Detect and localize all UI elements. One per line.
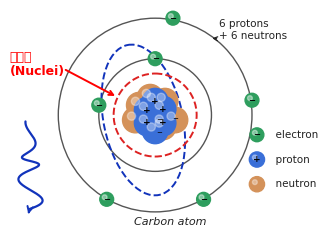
Circle shape bbox=[253, 155, 257, 160]
Circle shape bbox=[249, 177, 265, 192]
Circle shape bbox=[139, 115, 148, 123]
Circle shape bbox=[250, 128, 264, 142]
Text: −: − bbox=[169, 14, 176, 23]
Circle shape bbox=[253, 180, 257, 185]
Text: 원자핵: 원자핵 bbox=[10, 51, 32, 64]
Circle shape bbox=[247, 96, 253, 100]
Circle shape bbox=[142, 118, 168, 144]
Circle shape bbox=[142, 88, 168, 114]
Text: −: − bbox=[156, 130, 162, 136]
Circle shape bbox=[147, 93, 155, 101]
Circle shape bbox=[245, 93, 259, 107]
Text: proton: proton bbox=[269, 155, 310, 164]
Text: −: − bbox=[156, 117, 162, 123]
Text: +: + bbox=[159, 105, 167, 114]
Text: +: + bbox=[143, 106, 151, 115]
Circle shape bbox=[155, 119, 163, 127]
Circle shape bbox=[139, 102, 148, 110]
Circle shape bbox=[123, 107, 148, 133]
Circle shape bbox=[199, 195, 204, 200]
Text: +: + bbox=[151, 97, 159, 106]
Circle shape bbox=[131, 97, 140, 105]
Text: −: − bbox=[200, 195, 207, 204]
Text: −: − bbox=[254, 130, 261, 139]
Text: −: − bbox=[248, 96, 256, 105]
Circle shape bbox=[150, 114, 176, 140]
Text: (Nuclei): (Nuclei) bbox=[10, 65, 65, 78]
Circle shape bbox=[157, 93, 165, 101]
Circle shape bbox=[137, 84, 163, 110]
Circle shape bbox=[127, 92, 152, 118]
Text: −: − bbox=[152, 54, 159, 63]
Circle shape bbox=[134, 110, 160, 136]
Circle shape bbox=[167, 112, 175, 120]
Text: −: − bbox=[172, 116, 178, 122]
Circle shape bbox=[142, 89, 150, 97]
Text: +: + bbox=[159, 118, 167, 128]
Text: −: − bbox=[95, 101, 102, 110]
Circle shape bbox=[150, 110, 176, 136]
Circle shape bbox=[253, 130, 257, 135]
Circle shape bbox=[147, 123, 155, 131]
Circle shape bbox=[249, 152, 265, 167]
Text: electron: electron bbox=[269, 130, 318, 140]
Circle shape bbox=[155, 115, 163, 123]
Circle shape bbox=[92, 98, 106, 112]
Text: −: − bbox=[103, 195, 110, 204]
Circle shape bbox=[197, 192, 210, 206]
Text: +: + bbox=[143, 118, 151, 128]
Circle shape bbox=[94, 101, 99, 105]
Circle shape bbox=[151, 54, 156, 59]
Circle shape bbox=[102, 195, 107, 200]
Circle shape bbox=[168, 14, 173, 18]
Circle shape bbox=[148, 52, 162, 66]
Circle shape bbox=[100, 192, 114, 206]
Text: 6 protons: 6 protons bbox=[219, 19, 269, 29]
Circle shape bbox=[152, 88, 178, 114]
Text: + 6 neutrons: + 6 neutrons bbox=[219, 31, 288, 41]
Circle shape bbox=[134, 97, 160, 123]
Circle shape bbox=[150, 96, 176, 122]
Circle shape bbox=[166, 11, 180, 25]
Text: Carbon atom: Carbon atom bbox=[134, 217, 206, 227]
Circle shape bbox=[162, 107, 188, 133]
Text: +: + bbox=[253, 155, 261, 164]
Circle shape bbox=[155, 101, 163, 109]
Circle shape bbox=[127, 112, 136, 120]
Text: neutron: neutron bbox=[269, 179, 316, 189]
